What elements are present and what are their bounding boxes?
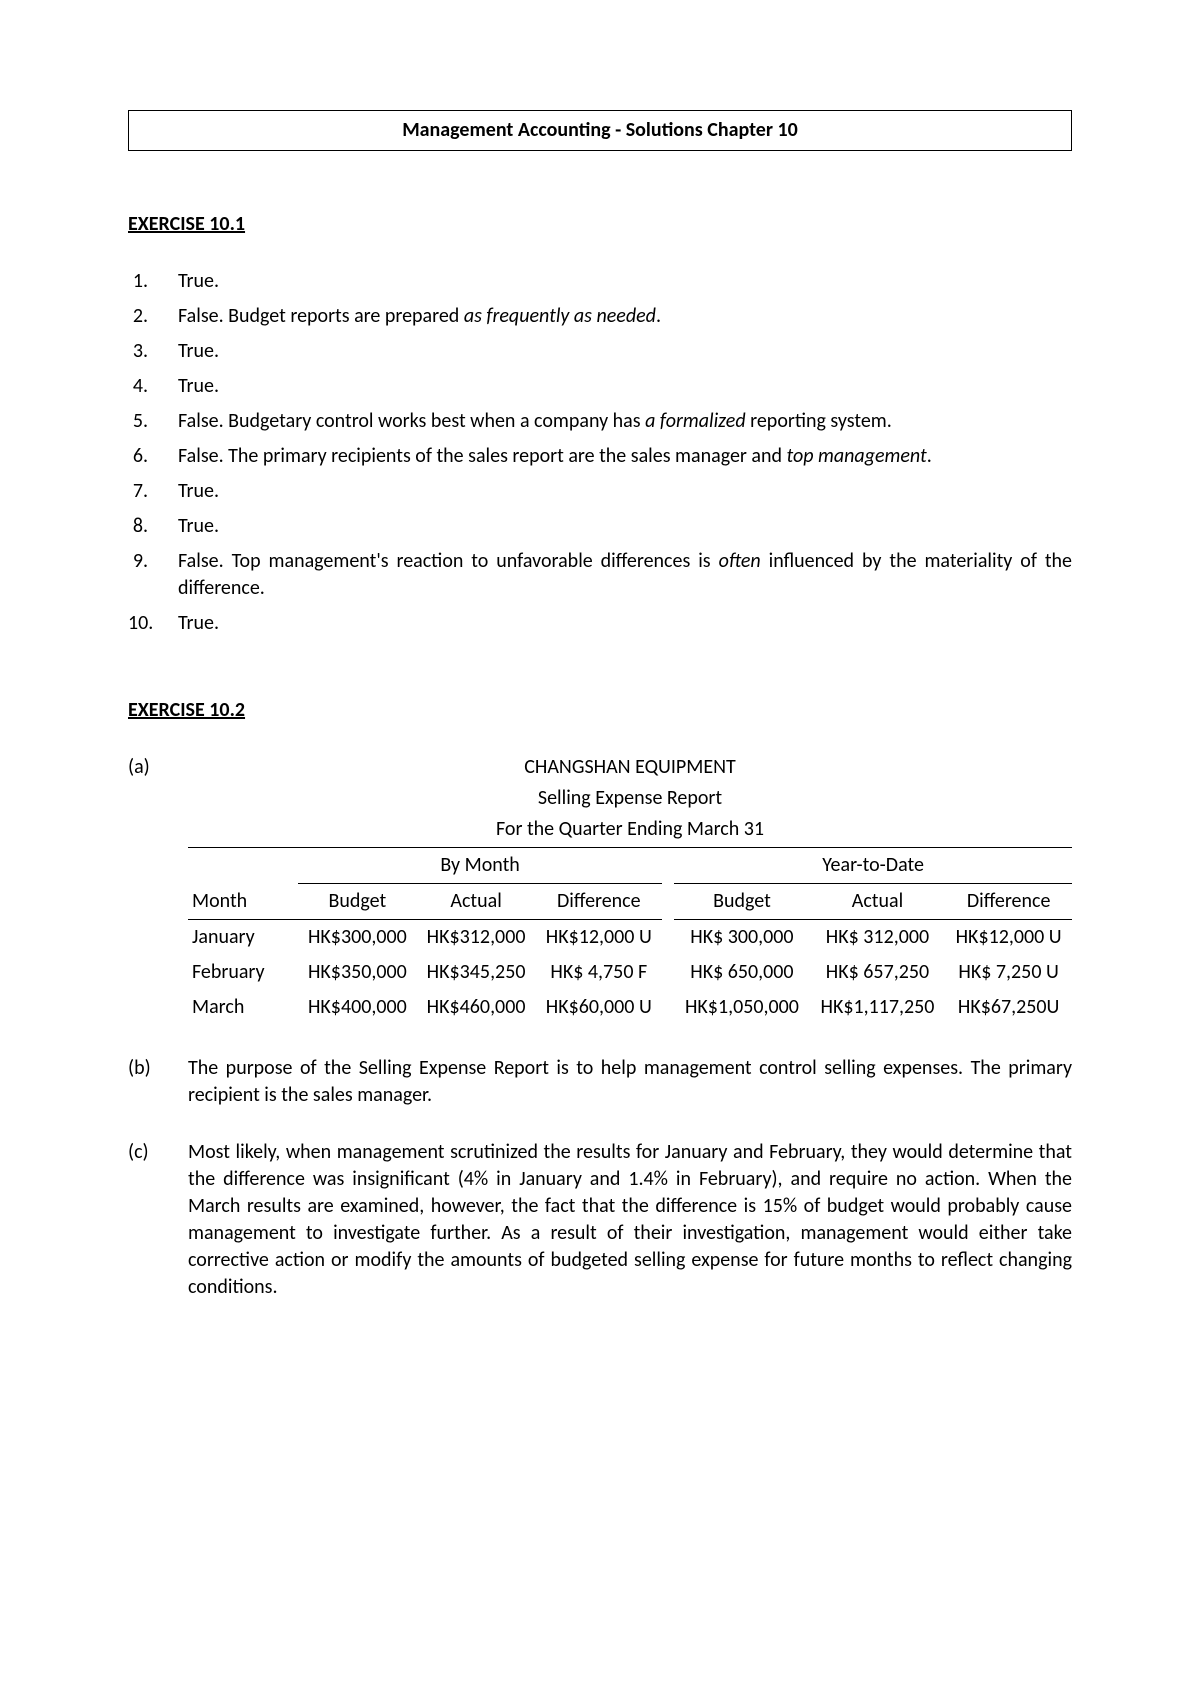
part-b-text: The purpose of the Selling Expense Repor… <box>188 1055 1072 1109</box>
table-span-row: By Month Year-to-Date <box>188 848 1072 884</box>
part-c-label: (c) <box>128 1139 188 1301</box>
item-number: 10. <box>128 610 178 637</box>
table-row: MarchHK$400,000HK$460,000HK$60,000 U HK$1… <box>188 990 1072 1025</box>
page-title-box: Management Accounting - Solutions Chapte… <box>128 110 1072 151</box>
selling-expense-table: By Month Year-to-Date Month Budget Actua… <box>188 847 1072 1025</box>
item-number: 1. <box>128 268 178 295</box>
col-actual-m: Actual <box>417 884 536 920</box>
cell-y-budget: HK$1,050,000 <box>674 990 810 1025</box>
list-item: 10.True. <box>128 610 1072 637</box>
cell-m-budget: HK$400,000 <box>298 990 417 1025</box>
part-b-label: (b) <box>128 1055 188 1109</box>
col-budget-y: Budget <box>674 884 810 920</box>
page-title: Management Accounting - Solutions Chapte… <box>402 118 798 142</box>
cell-y-actual: HK$ 657,250 <box>810 955 946 990</box>
item-text: False. Top management's reaction to unfa… <box>178 548 1072 602</box>
item-text: True. <box>178 338 1072 365</box>
list-item: 1.True. <box>128 268 1072 295</box>
col-actual-y: Actual <box>810 884 946 920</box>
part-a-block: (a) CHANGSHAN EQUIPMENT Selling Expense … <box>128 754 1072 1025</box>
cell-m-budget: HK$350,000 <box>298 955 417 990</box>
list-item: 7.True. <box>128 478 1072 505</box>
list-item: 5.False. Budgetary control works best wh… <box>128 408 1072 435</box>
list-item: 6.False. The primary recipients of the s… <box>128 443 1072 470</box>
cell-y-diff: HK$12,000 U <box>945 920 1072 956</box>
cell-month: January <box>188 920 298 956</box>
cell-m-diff: HK$ 4,750 F <box>535 955 662 990</box>
item-text: False. Budgetary control works best when… <box>178 408 1072 435</box>
exercise-10-1-heading: EXERCISE 10.1 <box>128 211 1072 238</box>
item-number: 3. <box>128 338 178 365</box>
by-month-header: By Month <box>298 848 662 884</box>
document-page: Management Accounting - Solutions Chapte… <box>0 0 1200 1411</box>
cell-y-diff: HK$67,250U <box>945 990 1072 1025</box>
item-number: 6. <box>128 443 178 470</box>
item-text: True. <box>178 610 1072 637</box>
item-number: 7. <box>128 478 178 505</box>
part-a-body: CHANGSHAN EQUIPMENT Selling Expense Repo… <box>188 754 1072 1025</box>
report-title-2: Selling Expense Report <box>188 785 1072 812</box>
cell-m-actual: HK$345,250 <box>417 955 536 990</box>
item-text: True. <box>178 513 1072 540</box>
cell-m-diff: HK$12,000 U <box>535 920 662 956</box>
item-text: False. The primary recipients of the sal… <box>178 443 1072 470</box>
table-row: JanuaryHK$300,000HK$312,000HK$12,000 UHK… <box>188 920 1072 956</box>
item-number: 9. <box>128 548 178 602</box>
list-item: 9.False. Top management's reaction to un… <box>128 548 1072 602</box>
item-number: 8. <box>128 513 178 540</box>
cell-m-actual: HK$460,000 <box>417 990 536 1025</box>
report-table-container: By Month Year-to-Date Month Budget Actua… <box>188 847 1072 1025</box>
cell-y-budget: HK$ 650,000 <box>674 955 810 990</box>
cell-y-diff: HK$ 7,250 U <box>945 955 1072 990</box>
col-budget-m: Budget <box>298 884 417 920</box>
col-diff-m: Difference <box>535 884 662 920</box>
list-item: 3.True. <box>128 338 1072 365</box>
cell-y-actual: HK$1,117,250 <box>810 990 946 1025</box>
part-b-block: (b) The purpose of the Selling Expense R… <box>128 1055 1072 1109</box>
list-item: 4.True. <box>128 373 1072 400</box>
part-c-block: (c) Most likely, when management scrutin… <box>128 1139 1072 1301</box>
cell-m-budget: HK$300,000 <box>298 920 417 956</box>
cell-month: March <box>188 990 298 1025</box>
item-text: True. <box>178 373 1072 400</box>
cell-m-diff: HK$60,000 U <box>535 990 662 1025</box>
year-to-date-header: Year-to-Date <box>674 848 1072 884</box>
list-item: 2.False. Budget reports are prepared as … <box>128 303 1072 330</box>
item-text: False. Budget reports are prepared as fr… <box>178 303 1072 330</box>
item-number: 2. <box>128 303 178 330</box>
cell-m-actual: HK$312,000 <box>417 920 536 956</box>
cell-y-budget: HK$ 300,000 <box>674 920 810 956</box>
report-title-3: For the Quarter Ending March 31 <box>188 816 1072 843</box>
cell-month: February <box>188 955 298 990</box>
report-title-1: CHANGSHAN EQUIPMENT <box>188 754 1072 781</box>
part-c-text: Most likely, when management scrutinized… <box>188 1139 1072 1301</box>
item-number: 5. <box>128 408 178 435</box>
exercise-10-2-heading: EXERCISE 10.2 <box>128 697 1072 724</box>
table-row: FebruaryHK$350,000HK$345,250HK$ 4,750 F H… <box>188 955 1072 990</box>
item-text: True. <box>178 268 1072 295</box>
item-number: 4. <box>128 373 178 400</box>
part-a-label: (a) <box>128 754 188 1025</box>
table-column-row: Month Budget Actual Difference Budget Ac… <box>188 884 1072 920</box>
list-item: 8.True. <box>128 513 1072 540</box>
exercise-10-1-list: 1.True.2.False. Budget reports are prepa… <box>128 268 1072 637</box>
item-text: True. <box>178 478 1072 505</box>
col-month: Month <box>188 884 298 920</box>
cell-y-actual: HK$ 312,000 <box>810 920 946 956</box>
col-diff-y: Difference <box>945 884 1072 920</box>
